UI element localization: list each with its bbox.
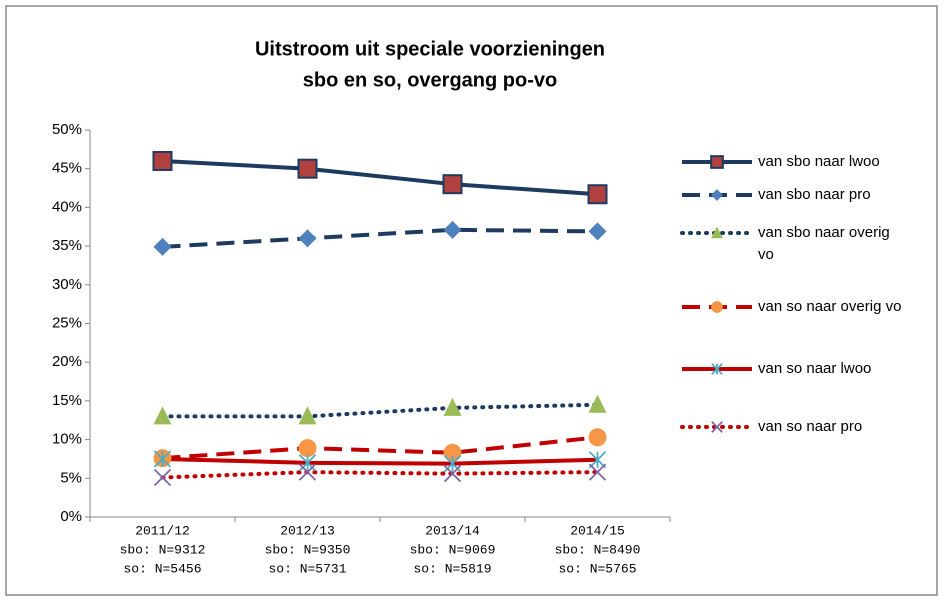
marker — [588, 428, 607, 447]
y-tick-label: 15% — [52, 392, 82, 409]
x-tick-label: sbo: N=9350 — [265, 542, 351, 557]
legend-label: van sbo naar overig vo — [758, 224, 890, 263]
marker — [711, 363, 723, 375]
x-tick-label: sbo: N=8490 — [555, 542, 641, 557]
legend-item: van sbo naar pro — [680, 184, 908, 206]
marker — [298, 229, 317, 248]
x-tick-label: 2012/13 — [280, 523, 335, 538]
x-tick-label: sbo: N=9069 — [410, 542, 496, 557]
y-tick-label: 35% — [52, 237, 82, 254]
marker — [710, 155, 724, 169]
chart-title: sbo en so, overgang po-vo — [303, 69, 557, 91]
x-tick-label: so: N=5731 — [268, 561, 346, 576]
legend-swatch — [680, 421, 754, 433]
y-tick-label: 50% — [52, 121, 82, 138]
y-tick-label: 25% — [52, 314, 82, 331]
marker — [443, 443, 462, 462]
marker — [711, 189, 723, 201]
legend-swatch — [682, 363, 752, 375]
legend-item: van so naar lwoo — [680, 358, 908, 380]
series-line — [160, 402, 600, 419]
marker-stroke — [711, 421, 723, 433]
marker — [443, 397, 462, 416]
marker-stroke — [153, 468, 172, 487]
marker — [588, 463, 607, 481]
y-tick-label: 20% — [52, 353, 82, 370]
marker-stroke — [588, 463, 607, 481]
series-line — [160, 470, 600, 480]
legend-label: van sbo naar pro — [758, 186, 871, 203]
x-tick-label: so: N=5819 — [413, 561, 491, 576]
chart-border — [5, 5, 938, 596]
legend-swatch — [682, 155, 752, 169]
y-tick-label: 40% — [52, 198, 82, 215]
marker — [588, 394, 607, 413]
marker — [153, 237, 172, 256]
y-tick-label: 30% — [52, 276, 82, 293]
series-line — [162, 435, 598, 461]
marker — [587, 184, 608, 205]
marker — [588, 222, 607, 241]
legend-item: van sbo naar overig vo — [680, 222, 908, 266]
legend-label: van sbo naar lwoo — [758, 153, 880, 170]
marker — [711, 421, 723, 433]
marker — [297, 158, 318, 179]
x-tick-label: 2011/12 — [135, 523, 190, 538]
marker — [443, 220, 462, 239]
marker — [153, 406, 172, 425]
x-tick-label: 2013/14 — [425, 523, 480, 538]
marker — [153, 468, 172, 487]
marker-stroke — [443, 465, 462, 483]
legend-item: van so naar overig vo — [680, 296, 908, 318]
marker-stroke — [298, 463, 317, 481]
marker — [443, 465, 462, 483]
marker — [153, 450, 172, 468]
marker — [298, 454, 317, 472]
marker — [442, 174, 463, 195]
marker — [711, 301, 723, 313]
x-tick-label: so: N=5765 — [558, 561, 636, 576]
marker — [588, 451, 607, 469]
legend-swatch — [682, 189, 752, 201]
series-line — [162, 456, 598, 466]
chart-title: Uitstroom uit speciale voorzieningen — [255, 38, 605, 60]
x-tick-label: 2014/15 — [570, 523, 625, 538]
marker — [298, 406, 317, 425]
y-tick-label: 5% — [60, 469, 82, 486]
y-tick-label: 10% — [52, 431, 82, 448]
marker — [152, 150, 173, 171]
legend-item: van so naar pro — [680, 416, 908, 438]
series-line — [162, 227, 598, 249]
y-tick-label: 45% — [52, 160, 82, 177]
series-line — [162, 158, 598, 197]
y-tick-label: 0% — [60, 508, 82, 525]
legend-swatch — [682, 301, 752, 313]
legend-label: van so naar lwoo — [758, 360, 872, 377]
legend-label: van so naar overig vo — [758, 298, 902, 315]
legend-label: van so naar pro — [758, 418, 863, 435]
legend-item: van sbo naar lwoo — [680, 151, 908, 173]
marker — [711, 226, 723, 239]
x-tick-label: so: N=5456 — [123, 561, 201, 576]
x-tick-label: sbo: N=9312 — [120, 542, 206, 557]
legend-swatch — [680, 226, 754, 239]
marker — [298, 463, 317, 481]
marker — [298, 439, 317, 458]
